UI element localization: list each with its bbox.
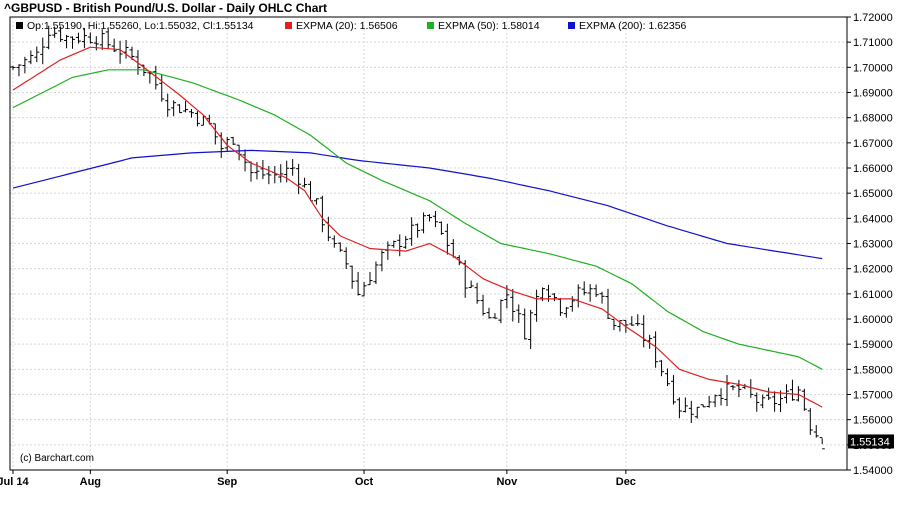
y-tick-label: 1.59000 bbox=[853, 339, 893, 351]
y-tick-label: 1.71000 bbox=[853, 37, 893, 49]
ema50-line bbox=[12, 69, 823, 370]
x-tick-label: Dec bbox=[616, 476, 636, 488]
y-tick-label: 1.60000 bbox=[853, 314, 893, 326]
y-tick-label: 1.54000 bbox=[853, 465, 893, 477]
y-tick-label: 1.69000 bbox=[853, 88, 893, 100]
axis-layer: 1.540001.550001.560001.570001.580001.590… bbox=[0, 12, 894, 488]
x-tick-label: Aug bbox=[80, 476, 101, 488]
ema20-line bbox=[12, 46, 823, 408]
y-tick-label: 1.66000 bbox=[853, 163, 893, 175]
y-tick-label: 1.62000 bbox=[853, 264, 893, 276]
legend-layer: Op:1.55190, Hi:1.55260, Lo:1.55032, Cl:1… bbox=[16, 20, 687, 464]
bars-layer bbox=[10, 25, 825, 450]
y-tick-label: 1.65000 bbox=[853, 188, 893, 200]
ema200-line bbox=[12, 149, 823, 260]
y-tick-label: 1.56000 bbox=[853, 415, 893, 427]
y-tick-label: 1.72000 bbox=[853, 12, 893, 24]
x-tick-label: Oct bbox=[355, 476, 374, 488]
y-tick-label: 1.63000 bbox=[853, 239, 893, 251]
legend-label: EXPMA (50): 1.58014 bbox=[438, 20, 540, 32]
x-tick-label: Nov bbox=[496, 476, 518, 488]
legend-label: EXPMA (200): 1.62356 bbox=[579, 20, 687, 32]
last-price-label: 1.55134 bbox=[850, 436, 890, 448]
y-tick-label: 1.68000 bbox=[853, 113, 893, 125]
y-tick-label: 1.64000 bbox=[853, 213, 893, 225]
legend-swatch bbox=[427, 22, 434, 29]
legend-swatch bbox=[285, 22, 292, 29]
y-tick-label: 1.70000 bbox=[853, 62, 893, 74]
y-tick-label: 1.61000 bbox=[853, 289, 893, 301]
lines-layer bbox=[12, 46, 823, 408]
x-tick-label: Sep bbox=[217, 476, 237, 488]
y-tick-label: 1.57000 bbox=[853, 390, 893, 402]
chart-title: ^GBPUSD - British Pound/U.S. Dollar - Da… bbox=[4, 1, 328, 15]
y-tick-label: 1.58000 bbox=[853, 364, 893, 376]
x-tick-label: Jul 14 bbox=[0, 476, 29, 488]
legend-swatch bbox=[16, 22, 23, 29]
credit-label: (c) Barchart.com bbox=[20, 453, 94, 464]
legend-swatch bbox=[568, 22, 575, 29]
y-tick-label: 1.67000 bbox=[853, 138, 893, 150]
grid-layer bbox=[10, 16, 847, 471]
legend-label: EXPMA (20): 1.56506 bbox=[296, 20, 398, 32]
legend-label: Op:1.55190, Hi:1.55260, Lo:1.55032, Cl:1… bbox=[27, 20, 254, 32]
last-price-box bbox=[848, 434, 894, 449]
